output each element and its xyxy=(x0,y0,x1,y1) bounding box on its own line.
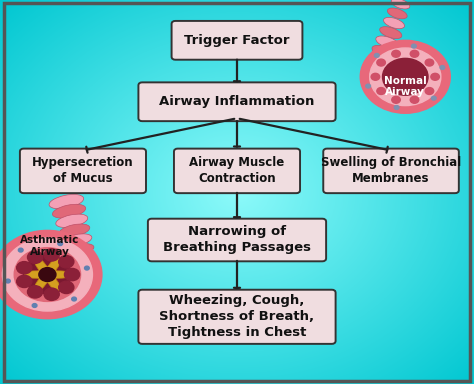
Ellipse shape xyxy=(387,8,407,19)
Circle shape xyxy=(377,88,385,94)
Circle shape xyxy=(440,66,445,70)
Ellipse shape xyxy=(49,194,83,209)
Polygon shape xyxy=(24,258,71,291)
Circle shape xyxy=(44,288,59,300)
Circle shape xyxy=(383,58,428,95)
Circle shape xyxy=(2,238,92,311)
Ellipse shape xyxy=(59,224,90,237)
Ellipse shape xyxy=(53,204,86,218)
Circle shape xyxy=(377,59,385,66)
Circle shape xyxy=(17,262,32,274)
Circle shape xyxy=(431,96,436,100)
Ellipse shape xyxy=(66,244,94,255)
Ellipse shape xyxy=(69,253,96,265)
Circle shape xyxy=(44,249,59,261)
Ellipse shape xyxy=(372,45,397,58)
Text: Wheezing, Cough,
Shortness of Breath,
Tightness in Chest: Wheezing, Cough, Shortness of Breath, Ti… xyxy=(159,294,315,339)
Circle shape xyxy=(58,242,63,245)
Circle shape xyxy=(27,251,43,263)
Circle shape xyxy=(72,297,76,301)
Circle shape xyxy=(6,279,10,283)
Circle shape xyxy=(410,50,419,57)
FancyBboxPatch shape xyxy=(138,290,336,344)
Ellipse shape xyxy=(63,234,92,246)
FancyBboxPatch shape xyxy=(148,219,326,261)
Circle shape xyxy=(24,255,71,294)
Circle shape xyxy=(59,281,74,293)
FancyBboxPatch shape xyxy=(323,149,459,193)
Circle shape xyxy=(371,73,380,80)
Text: Swelling of Bronchial
Membranes: Swelling of Bronchial Membranes xyxy=(321,156,461,185)
Circle shape xyxy=(18,248,23,252)
Text: Narrowing of
Breathing Passages: Narrowing of Breathing Passages xyxy=(163,225,311,255)
Circle shape xyxy=(32,304,37,308)
FancyBboxPatch shape xyxy=(20,149,146,193)
Ellipse shape xyxy=(380,26,402,39)
Circle shape xyxy=(17,275,32,288)
Circle shape xyxy=(360,40,450,113)
FancyBboxPatch shape xyxy=(172,21,302,60)
Circle shape xyxy=(64,268,80,281)
Circle shape xyxy=(366,84,371,88)
Circle shape xyxy=(84,266,89,270)
Circle shape xyxy=(431,73,439,80)
Circle shape xyxy=(394,106,399,109)
Circle shape xyxy=(14,248,81,301)
Circle shape xyxy=(410,96,419,103)
Ellipse shape xyxy=(391,0,410,9)
Ellipse shape xyxy=(360,73,389,88)
Ellipse shape xyxy=(383,17,404,29)
Ellipse shape xyxy=(376,36,399,48)
FancyBboxPatch shape xyxy=(138,83,336,121)
Circle shape xyxy=(0,230,102,319)
Circle shape xyxy=(59,256,74,268)
Circle shape xyxy=(374,53,379,57)
FancyBboxPatch shape xyxy=(174,149,300,193)
Ellipse shape xyxy=(56,214,88,227)
Text: Trigger Factor: Trigger Factor xyxy=(184,34,290,47)
Text: Airway Inflammation: Airway Inflammation xyxy=(159,95,315,108)
Circle shape xyxy=(27,286,43,298)
Text: Hypersecretion
of Mucus: Hypersecretion of Mucus xyxy=(32,156,134,185)
Text: Asthmatic
Airway: Asthmatic Airway xyxy=(20,235,80,257)
Circle shape xyxy=(425,88,434,94)
Circle shape xyxy=(411,44,416,48)
Circle shape xyxy=(370,48,441,106)
Text: Airway Muscle
Contraction: Airway Muscle Contraction xyxy=(190,156,284,185)
Ellipse shape xyxy=(364,64,391,78)
Ellipse shape xyxy=(368,55,394,68)
Circle shape xyxy=(392,50,401,57)
Circle shape xyxy=(392,96,401,103)
Circle shape xyxy=(425,59,434,66)
Circle shape xyxy=(39,268,56,281)
Text: Normal
Airway: Normal Airway xyxy=(384,76,427,97)
Ellipse shape xyxy=(73,263,98,274)
